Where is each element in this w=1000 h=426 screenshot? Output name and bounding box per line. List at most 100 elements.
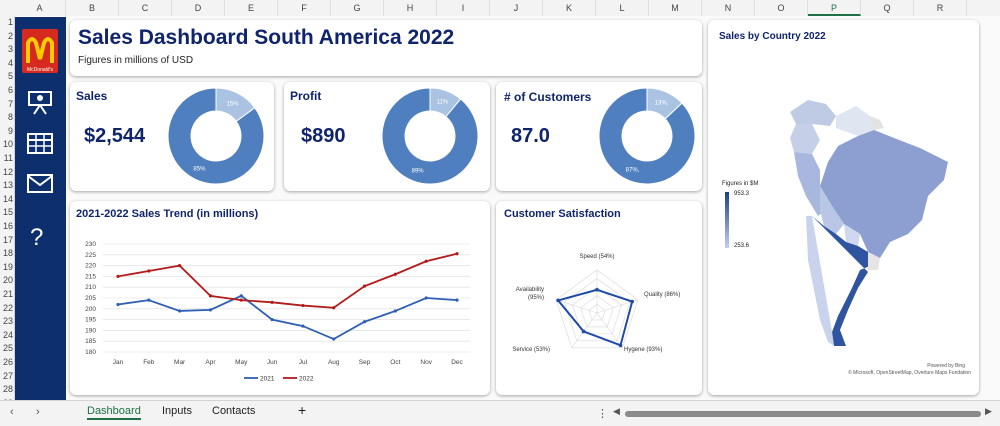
column-header[interactable]: G	[331, 0, 384, 16]
tab-contacts[interactable]: Contacts	[212, 405, 256, 417]
row-header[interactable]: 10	[2, 139, 13, 150]
donut-major-slice	[167, 87, 265, 185]
row-header[interactable]: 28	[2, 384, 13, 395]
row-header[interactable]: 17	[2, 234, 13, 245]
customers-kpi-card: # of Customers 87.0 13%, 87%,	[496, 82, 702, 191]
row-header[interactable]: 23	[2, 316, 13, 327]
column-header[interactable]: A	[14, 0, 66, 16]
more-options-icon[interactable]: ⋮	[597, 408, 608, 420]
column-header[interactable]: D	[172, 0, 225, 16]
row-header[interactable]: 9	[7, 125, 13, 136]
data-point	[393, 309, 397, 313]
x-tick-label: Jul	[299, 359, 308, 366]
row-header[interactable]: 6	[7, 85, 13, 95]
add-sheet-button[interactable]: +	[298, 402, 307, 418]
horizontal-scrollbar-track[interactable]	[625, 411, 981, 417]
row-header[interactable]: 29	[0, 398, 14, 400]
row-header[interactable]: 4	[7, 57, 13, 68]
column-header[interactable]: K	[543, 0, 596, 16]
customers-donut-chart: 13%, 87%,	[598, 87, 696, 185]
data-point	[455, 298, 459, 302]
y-tick-label: 195	[85, 317, 96, 324]
hscroll-left-icon[interactable]: ◀	[613, 406, 620, 416]
column-header[interactable]: I	[437, 0, 490, 16]
data-point	[239, 298, 243, 302]
row-header[interactable]: 8	[7, 112, 13, 123]
country-shape	[820, 186, 844, 234]
x-tick-label: May	[235, 359, 248, 366]
data-point	[270, 318, 274, 322]
row-header[interactable]: 27	[2, 370, 13, 381]
column-header[interactable]: F	[278, 0, 331, 16]
map-credit: Powered by Bing	[927, 363, 965, 369]
data-point	[178, 264, 182, 268]
column-header[interactable]: C	[119, 0, 172, 16]
map-panel: Sales by Country 2022 Figures in $M 953.…	[708, 20, 979, 395]
column-header[interactable]: H	[384, 0, 437, 16]
y-tick-label: 210	[85, 284, 96, 291]
column-header[interactable]: O	[755, 0, 808, 16]
sheet-tab-bar: ‹ › Dashboard Inputs Contacts + ⋮ ◀ ▶	[0, 400, 1000, 426]
kpi-label: # of Customers	[504, 90, 592, 104]
row-header[interactable]: 26	[2, 357, 13, 367]
scroll-right-icon[interactable]: ›	[36, 406, 40, 418]
chart-title: 2021-2022 Sales Trend (in millions)	[76, 208, 259, 220]
row-header[interactable]: 22	[2, 302, 13, 313]
row-header[interactable]: 16	[2, 221, 13, 231]
column-header[interactable]: M	[649, 0, 702, 16]
y-tick-label: 205	[85, 295, 96, 302]
horizontal-scrollbar-thumb[interactable]	[625, 411, 981, 417]
column-header[interactable]: J	[490, 0, 543, 16]
row-header[interactable]: 12	[2, 166, 13, 177]
row-header[interactable]: 20	[2, 275, 13, 286]
map-title: Sales by Country 2022	[719, 31, 826, 42]
sales-kpi-card: Sales $2,544 15% 85%	[70, 82, 274, 191]
column-header[interactable]: R	[914, 0, 967, 16]
row-header[interactable]: 14	[2, 193, 13, 204]
logo-text: McDonald's	[27, 67, 53, 73]
row-header[interactable]: 24	[2, 329, 13, 340]
column-header[interactable]: N	[702, 0, 755, 16]
row-header[interactable]: 7	[7, 98, 13, 109]
row-header[interactable]: 25	[2, 343, 13, 354]
x-tick-label: Sep	[359, 359, 371, 366]
column-header[interactable]: E	[225, 0, 278, 16]
scroll-left-icon[interactable]: ‹	[10, 406, 14, 418]
row-header[interactable]: 15	[2, 207, 13, 218]
row-header[interactable]: 18	[2, 248, 13, 259]
tab-dashboard[interactable]: Dashboard	[87, 405, 141, 420]
country-shape	[870, 116, 884, 130]
radar-point	[595, 287, 599, 292]
column-header[interactable]: P	[808, 0, 861, 16]
kpi-value: $2,544	[84, 125, 146, 147]
x-tick-label: Jan	[113, 359, 124, 366]
row-header[interactable]: 13	[2, 180, 13, 191]
row-header[interactable]: 21	[2, 289, 13, 299]
y-tick-label: 230	[85, 241, 96, 248]
column-header[interactable]: B	[66, 0, 119, 16]
chart-title: Customer Satisfaction	[504, 208, 621, 220]
data-point	[332, 306, 336, 310]
country-shape	[812, 216, 870, 346]
tab-inputs[interactable]: Inputs	[162, 405, 192, 417]
help-icon[interactable]: ?	[30, 224, 44, 251]
header-panel: Sales Dashboard South America 2022 Figur…	[70, 20, 702, 76]
row-headers: 1 2 3 4 5 6 7 8 9 10 11 12 13 14 15 16 17 18 19 20 21 22 23 24 2…	[0, 16, 15, 400]
hscroll-right-icon[interactable]: ▶	[985, 406, 992, 416]
row-header[interactable]: 1	[7, 17, 13, 27]
x-tick-label: Aug	[328, 359, 340, 366]
row-header[interactable]: 2	[7, 30, 13, 41]
presentation-icon[interactable]	[27, 89, 53, 115]
donut-minor-label: 11%	[437, 100, 449, 106]
column-header[interactable]: L	[596, 0, 649, 16]
row-header[interactable]: 3	[7, 44, 13, 55]
table-icon[interactable]	[27, 133, 53, 155]
x-tick-label: Oct	[390, 359, 400, 366]
column-header[interactable]: Q	[861, 0, 914, 16]
row-header[interactable]: 11	[3, 153, 13, 163]
mail-icon[interactable]	[27, 174, 53, 194]
row-header[interactable]: 5	[7, 71, 13, 82]
row-header[interactable]: 19	[2, 261, 13, 272]
radar-grid	[572, 286, 622, 335]
legend-label: 2022	[299, 376, 314, 383]
